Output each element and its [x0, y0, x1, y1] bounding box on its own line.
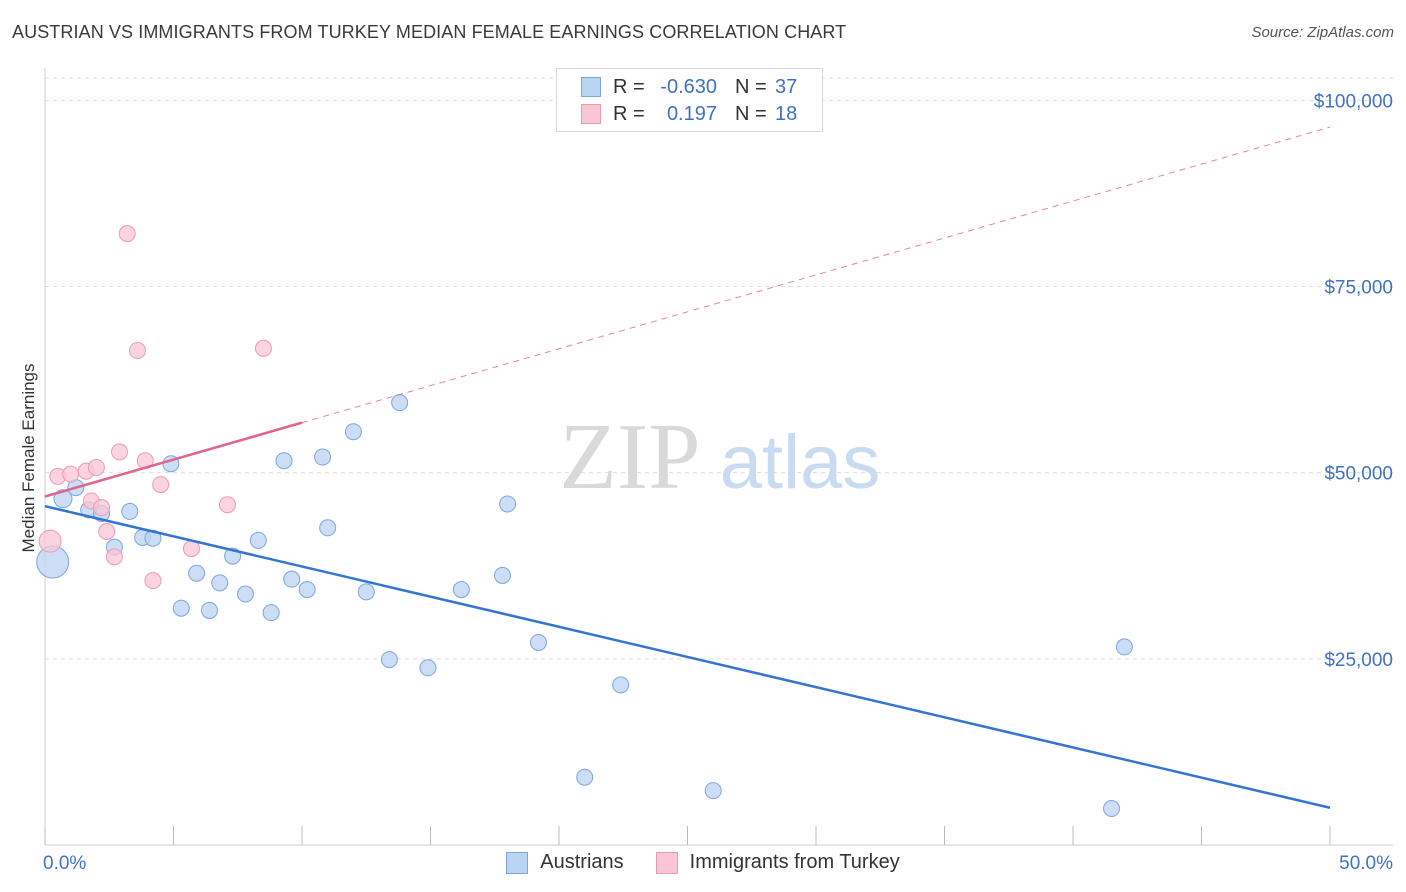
- trend-lines: [44, 126, 1331, 809]
- n-label: N =: [735, 102, 767, 125]
- turkey-point-14: [152, 476, 170, 494]
- turkey-point-7: [98, 522, 116, 540]
- gridlines: [45, 77, 1393, 660]
- n-label: N =: [735, 75, 767, 98]
- austrians-point-36: [1115, 638, 1133, 656]
- y-tick-label-3: $100,000: [1314, 91, 1393, 112]
- turkey-point-8: [105, 548, 123, 566]
- turkey-trend-line: [44, 421, 303, 498]
- turkey-point-9: [111, 443, 129, 461]
- turkey-legend-swatch: [655, 851, 678, 874]
- r-label: R =: [613, 75, 645, 98]
- austrians-point-21: [314, 448, 332, 466]
- austrians-swatch: [581, 77, 601, 97]
- turkey-point-16: [218, 496, 236, 514]
- austrians-legend-swatch: [506, 851, 529, 874]
- chart-title: AUSTRIAN VS IMMIGRANTS FROM TURKEY MEDIA…: [12, 22, 847, 42]
- austrians-point-19: [283, 570, 301, 588]
- austrians-point-26: [391, 394, 409, 412]
- turkey-point-11: [129, 342, 147, 360]
- x-tick-label-min: 0.0%: [43, 853, 86, 874]
- austrians-point-32: [576, 768, 594, 786]
- austrians-point-17: [262, 604, 280, 622]
- austrians-point-13: [211, 574, 229, 592]
- austrians-point-31: [529, 633, 547, 651]
- legend-item-turkey[interactable]: Immigrants from Turkey: [655, 851, 900, 874]
- austrians-point-25: [380, 651, 398, 669]
- austrians-n-value: 37: [775, 75, 798, 98]
- turkey-legend-label: Immigrants from Turkey: [689, 851, 900, 873]
- austrians-point-24: [357, 583, 375, 601]
- turkey-point-2: [62, 465, 80, 483]
- austrians-legend-label: Austrians: [540, 851, 624, 873]
- austrians-point-22: [319, 519, 337, 537]
- data-points: [36, 225, 1133, 818]
- y-tick-label-1: $50,000: [1324, 464, 1393, 485]
- legend-item-austrians[interactable]: Austrians: [506, 851, 624, 874]
- x-tick-label-max: 50.0%: [1339, 853, 1393, 874]
- source-label: Source: ZipAtlas.com: [1251, 24, 1394, 41]
- turkey-point-0: [38, 529, 62, 553]
- turkey-r-value: 0.197: [666, 102, 717, 125]
- turkey-point-10: [118, 225, 136, 243]
- austrians-point-20: [298, 581, 316, 599]
- tick-labels: $25,000 $50,000 $75,000 $100,000 0.0% 50.0%: [43, 91, 1393, 874]
- turkey-point-17: [254, 339, 272, 357]
- austrians-point-10: [172, 599, 190, 617]
- austrians-point-28: [452, 581, 470, 599]
- turkey-point-6: [93, 499, 111, 517]
- watermark-atlas: atlas: [720, 420, 881, 505]
- austrians-point-11: [188, 564, 206, 582]
- austrians-point-30: [499, 495, 517, 513]
- austrians-point-35: [1103, 800, 1121, 818]
- y-axis-label: Median Female Earnings: [19, 364, 38, 553]
- legend-row-turkey: R = 0.197 N = 18: [581, 102, 797, 126]
- turkey-point-13: [144, 572, 162, 590]
- austrians-point-16: [249, 531, 267, 549]
- austrians-point-23: [344, 423, 362, 441]
- austrians-point-12: [200, 601, 218, 619]
- watermark-zip: ZIP: [560, 405, 701, 509]
- austrians-point-6: [121, 502, 139, 520]
- austrians-point-33: [612, 676, 630, 694]
- austrians-trend-line: [44, 504, 1331, 809]
- austrians-r-value: -0.630: [660, 75, 717, 98]
- austrians-point-8: [144, 529, 162, 547]
- axes: [44, 68, 1393, 846]
- correlation-legend: R = -0.630 N = 37 R = 0.197 N = 18: [556, 68, 823, 132]
- austrians-point-34: [704, 782, 722, 800]
- austrians-point-1: [53, 489, 73, 509]
- austrians-point-29: [493, 566, 511, 584]
- austrians-point-15: [236, 585, 254, 603]
- r-label: R =: [613, 102, 645, 125]
- turkey-swatch: [581, 104, 601, 124]
- turkey-point-5: [87, 458, 105, 476]
- turkey-trend-line-projected: [301, 126, 1331, 424]
- y-tick-label-0: $25,000: [1324, 650, 1393, 671]
- austrians-point-27: [419, 659, 437, 677]
- austrians-point-18: [275, 452, 293, 470]
- series-legend: Austrians Immigrants from Turkey: [0, 851, 1406, 874]
- watermark: ZIP atlas: [560, 405, 881, 509]
- y-tick-label-2: $75,000: [1324, 278, 1393, 299]
- turkey-n-value: 18: [775, 102, 798, 125]
- legend-row-austrians: R = -0.630 N = 37: [581, 75, 797, 99]
